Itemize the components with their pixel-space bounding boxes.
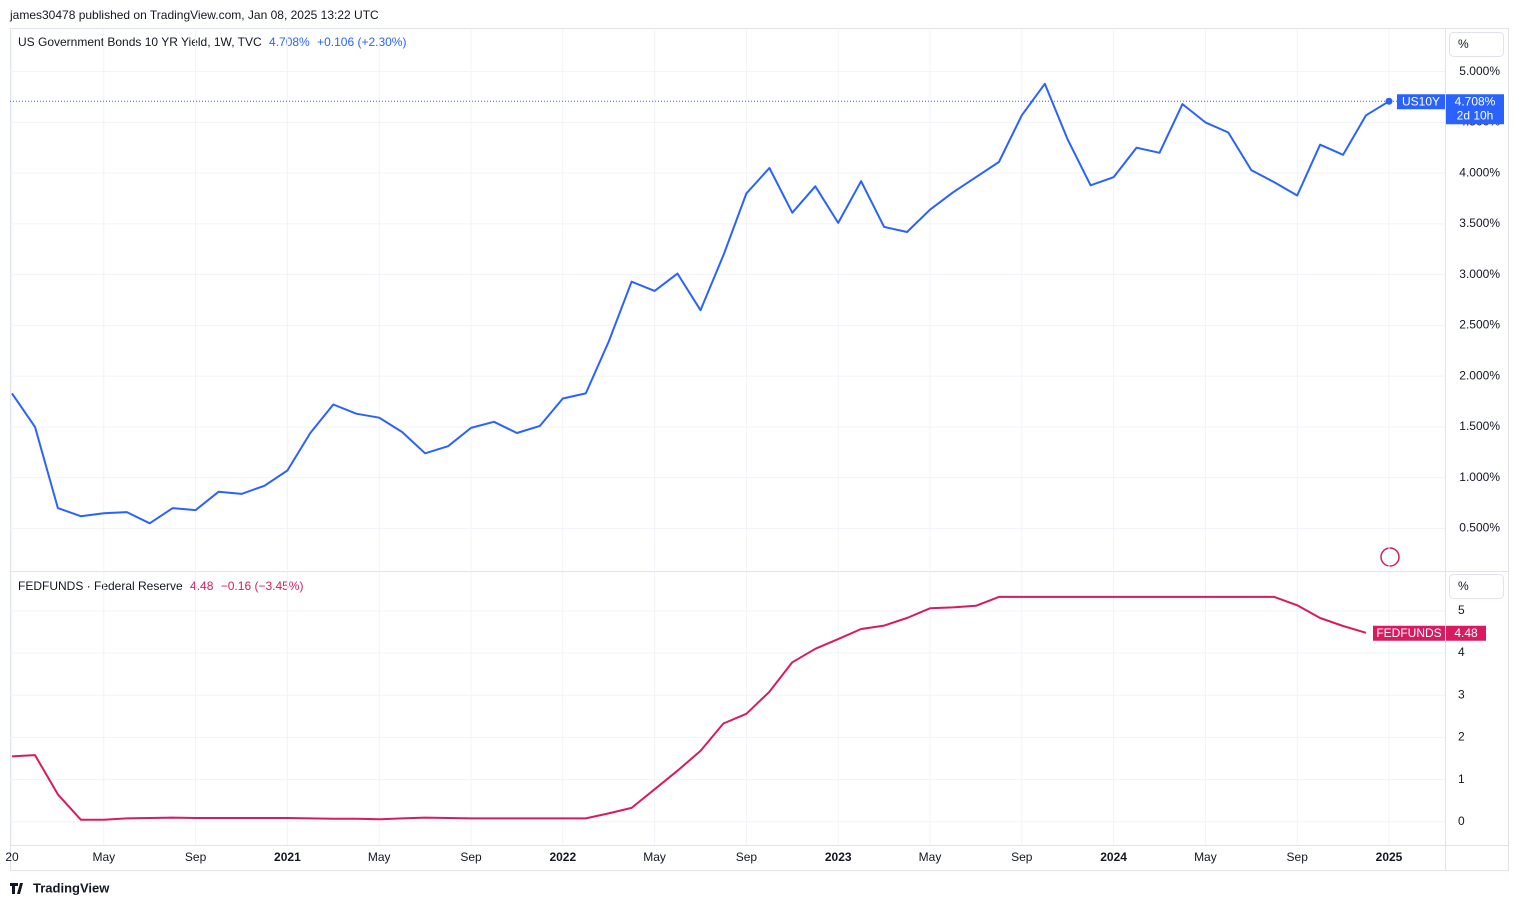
logo-mark [10,883,23,894]
y-tick-label: 5 [1458,603,1465,617]
y-tick-label: 2.000% [1459,368,1500,382]
legend-value: 4.48 [190,579,214,593]
x-tick-label: Sep [736,850,758,864]
y-tick-label: 3.000% [1459,267,1500,281]
x-tick-label: 2024 [1100,850,1127,864]
legend-name: FEDFUNDS · Federal Reserve [18,579,183,593]
y-tick-label: 0 [1458,814,1465,828]
brand: TradingView [33,880,110,895]
series-line [11,82,1390,525]
y-tick-label: 2 [1458,730,1465,744]
unit-box [1449,32,1504,57]
legend-value: 4.708% [269,35,310,49]
tag-box [1373,625,1445,641]
y-tick-label: 3 [1458,687,1465,701]
legend-change: +0.106 (+2.30%) [317,35,406,49]
price-label-box [1446,625,1486,641]
unit-label: % [1458,37,1469,51]
x-tick-label: Sep [1287,850,1309,864]
x-tick-label: 2021 [274,850,301,864]
x-tick-label: Sep [460,850,482,864]
unit-label: % [1458,579,1469,593]
legend: FEDFUNDS · Federal Reserve 4.48 −0.16 (−… [18,579,303,593]
publisher-line: james30478 published on TradingView.com,… [9,8,379,22]
y-tick-label: 4.000% [1459,165,1500,179]
countdown: 2d 10h [1457,108,1494,122]
y-tick-label: 1.000% [1459,470,1500,484]
series-tag: FEDFUNDS [1376,626,1441,640]
x-tick-label: 2023 [825,850,852,864]
x-tick-label: May [643,850,666,864]
y-tick-label: 3.500% [1459,216,1500,230]
tag-box [1397,94,1445,110]
legend: US Government Bonds 10 YR Yield, 1W, TVC… [18,35,406,49]
x-tick-label: 20 [5,850,19,864]
price-label: 4.708% [1455,94,1496,108]
last-point [1385,97,1393,105]
unit-box [1449,574,1504,599]
series-tag: US10Y [1402,94,1440,108]
legend-change: −0.16 (−3.45%) [221,579,304,593]
y-tick-label: 4 [1458,645,1465,659]
price-label: 4.48 [1454,626,1478,640]
x-tick-label: May [919,850,942,864]
legend-name: US Government Bonds 10 YR Yield, 1W, TVC [18,35,262,49]
price-label-box [1446,94,1504,125]
y-tick-label: 0.500% [1459,521,1500,535]
y-tick-label: 1.500% [1459,419,1500,433]
x-tick-label: May [1194,850,1217,864]
x-tick-label: Sep [1011,850,1033,864]
y-tick-label: 1 [1458,772,1465,786]
y-tick-label: 5.000% [1459,64,1500,78]
x-tick-label: May [92,850,115,864]
series-line [11,595,1367,821]
y-tick-label: 2.500% [1459,318,1500,332]
x-tick-label: Sep [185,850,207,864]
x-tick-label: 2022 [549,850,576,864]
logo: TradingView [10,880,110,895]
frame [10,28,1509,871]
x-tick-label: 2025 [1376,850,1403,864]
alert-icon[interactable] [1380,547,1400,567]
x-tick-label: May [368,850,391,864]
